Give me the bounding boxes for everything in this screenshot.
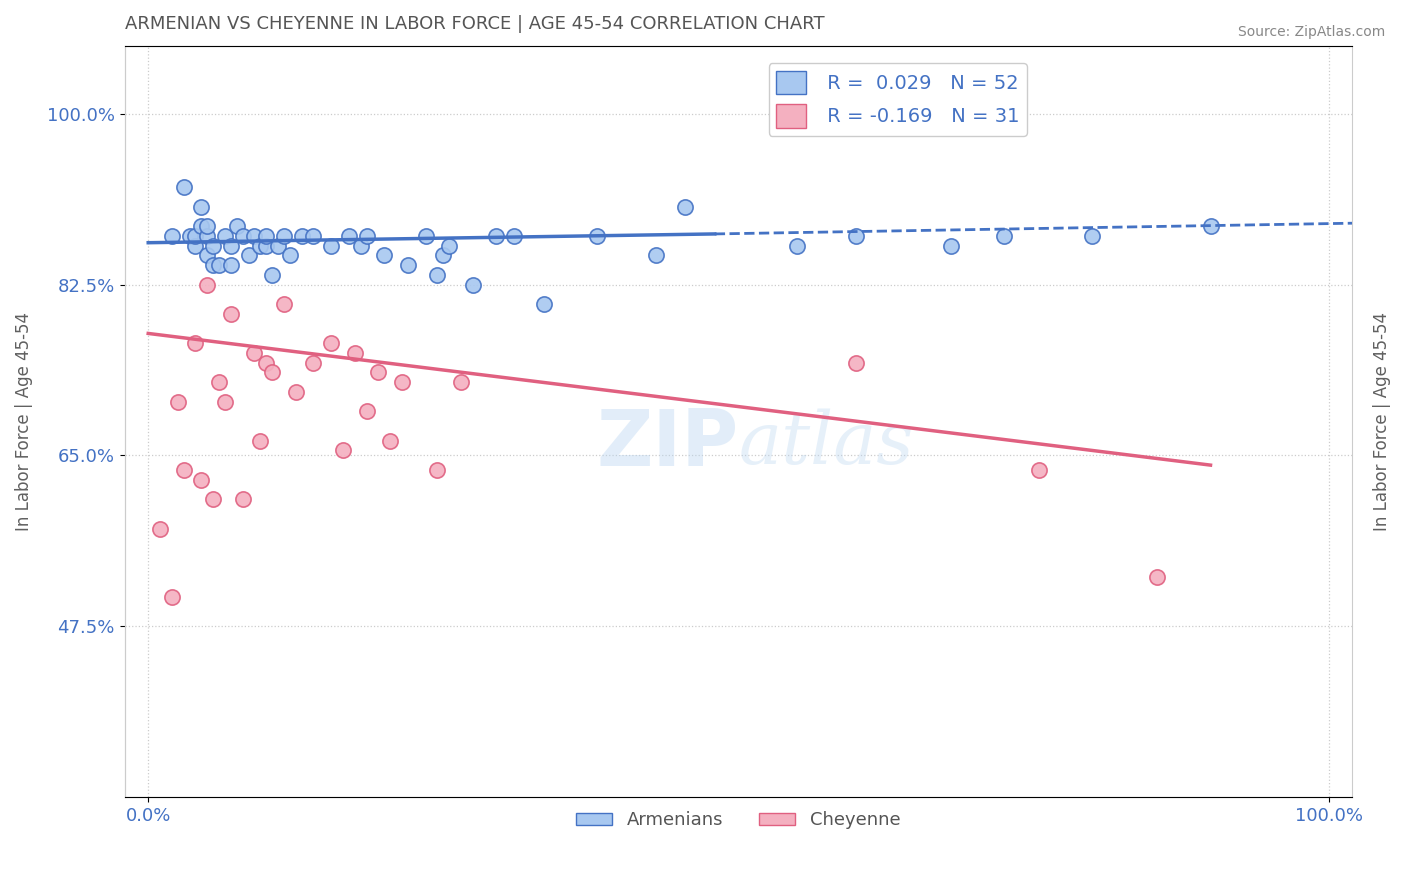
Point (243, 228, 266, 243)
Point (391, 375, 413, 389)
Point (202, 238, 225, 252)
Point (179, 228, 201, 243)
Point (845, 356, 868, 370)
Point (173, 463, 195, 477)
Point (195, 277, 218, 292)
Point (426, 268, 449, 282)
Y-axis label: In Labor Force | Age 45-54: In Labor Force | Age 45-54 (1374, 311, 1391, 531)
Point (202, 492, 225, 507)
Point (450, 375, 472, 389)
Point (160, 228, 183, 243)
Point (267, 238, 290, 252)
Point (350, 238, 373, 252)
Point (173, 180, 195, 194)
Point (160, 590, 183, 604)
Point (243, 346, 266, 360)
Point (254, 356, 277, 370)
Point (249, 238, 271, 252)
Point (184, 238, 207, 252)
Point (262, 366, 284, 380)
Point (332, 443, 354, 458)
Point (254, 228, 277, 243)
Point (396, 258, 419, 272)
Point (437, 238, 460, 252)
Point (485, 228, 508, 243)
Point (1081, 228, 1104, 243)
Point (202, 258, 225, 272)
Point (503, 228, 526, 243)
Text: atlas: atlas (738, 409, 914, 479)
Point (533, 297, 555, 311)
Point (195, 228, 218, 243)
Point (373, 248, 395, 262)
Point (786, 238, 808, 252)
Point (1199, 219, 1222, 234)
Text: ZIP: ZIP (596, 406, 738, 482)
Point (939, 238, 962, 252)
Text: ARMENIAN VS CHEYENNE IN LABOR FORCE | AGE 45-54 CORRELATION CHART: ARMENIAN VS CHEYENNE IN LABOR FORCE | AG… (125, 15, 824, 33)
Point (238, 248, 260, 262)
Point (321, 336, 343, 351)
Point (367, 366, 389, 380)
Point (166, 394, 188, 409)
Point (426, 463, 449, 477)
Point (461, 277, 484, 292)
Point (993, 228, 1015, 243)
Point (190, 219, 212, 234)
Point (302, 356, 325, 370)
Point (1028, 463, 1050, 477)
Point (644, 248, 666, 262)
Point (273, 228, 295, 243)
Point (284, 384, 307, 399)
Point (219, 307, 242, 321)
Point (232, 492, 254, 507)
Point (214, 394, 236, 409)
Point (273, 297, 295, 311)
Point (356, 228, 378, 243)
Point (225, 219, 247, 234)
Point (432, 248, 454, 262)
Point (356, 404, 378, 418)
Point (343, 346, 366, 360)
Y-axis label: In Labor Force | Age 45-54: In Labor Force | Age 45-54 (15, 311, 32, 531)
Point (585, 228, 607, 243)
Point (302, 228, 325, 243)
Point (249, 434, 271, 448)
Point (214, 228, 236, 243)
Point (208, 375, 231, 389)
Point (321, 238, 343, 252)
Point (219, 258, 242, 272)
Point (195, 219, 218, 234)
Text: Source: ZipAtlas.com: Source: ZipAtlas.com (1237, 25, 1385, 39)
Point (232, 228, 254, 243)
Point (1146, 570, 1168, 584)
Point (254, 238, 277, 252)
Point (149, 522, 172, 536)
Point (219, 238, 242, 252)
Point (845, 228, 868, 243)
Point (291, 228, 314, 243)
Point (184, 336, 207, 351)
Point (380, 434, 402, 448)
Point (673, 200, 696, 214)
Point (190, 200, 212, 214)
Point (190, 473, 212, 487)
Point (262, 268, 284, 282)
Point (415, 228, 437, 243)
Point (337, 228, 360, 243)
Point (208, 258, 231, 272)
Legend: Armenians, Cheyenne: Armenians, Cheyenne (569, 804, 908, 837)
Point (184, 228, 207, 243)
Point (278, 248, 301, 262)
Point (195, 248, 218, 262)
